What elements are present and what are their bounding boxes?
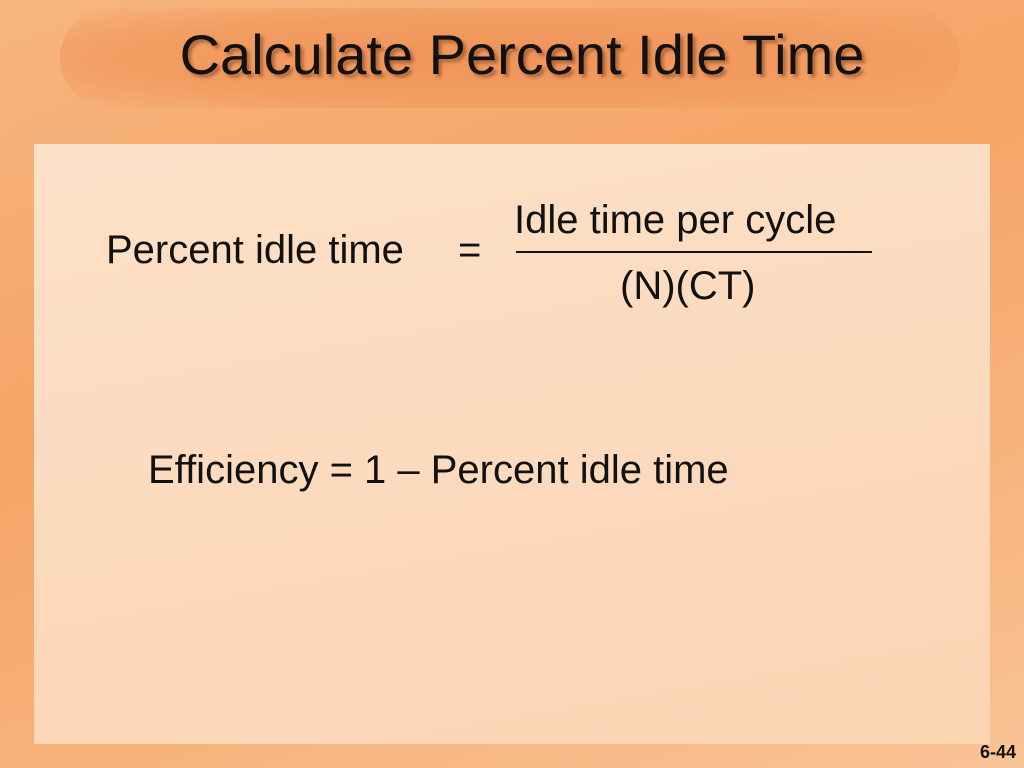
title-banner [60, 8, 960, 108]
numerator: Idle time per cycle [514, 198, 837, 242]
page-number: 6-44 [979, 742, 1016, 762]
content-panel [34, 144, 990, 744]
fraction-bar [516, 251, 872, 253]
formula-lhs: Percent idle time [106, 228, 404, 272]
equals-sign: = [458, 228, 482, 272]
denominator: (N)(CT) [620, 264, 756, 308]
efficiency-formula: Efficiency = 1 – Percent idle time [148, 448, 729, 492]
slide-title: Calculate Percent Idle Time [179, 23, 865, 86]
